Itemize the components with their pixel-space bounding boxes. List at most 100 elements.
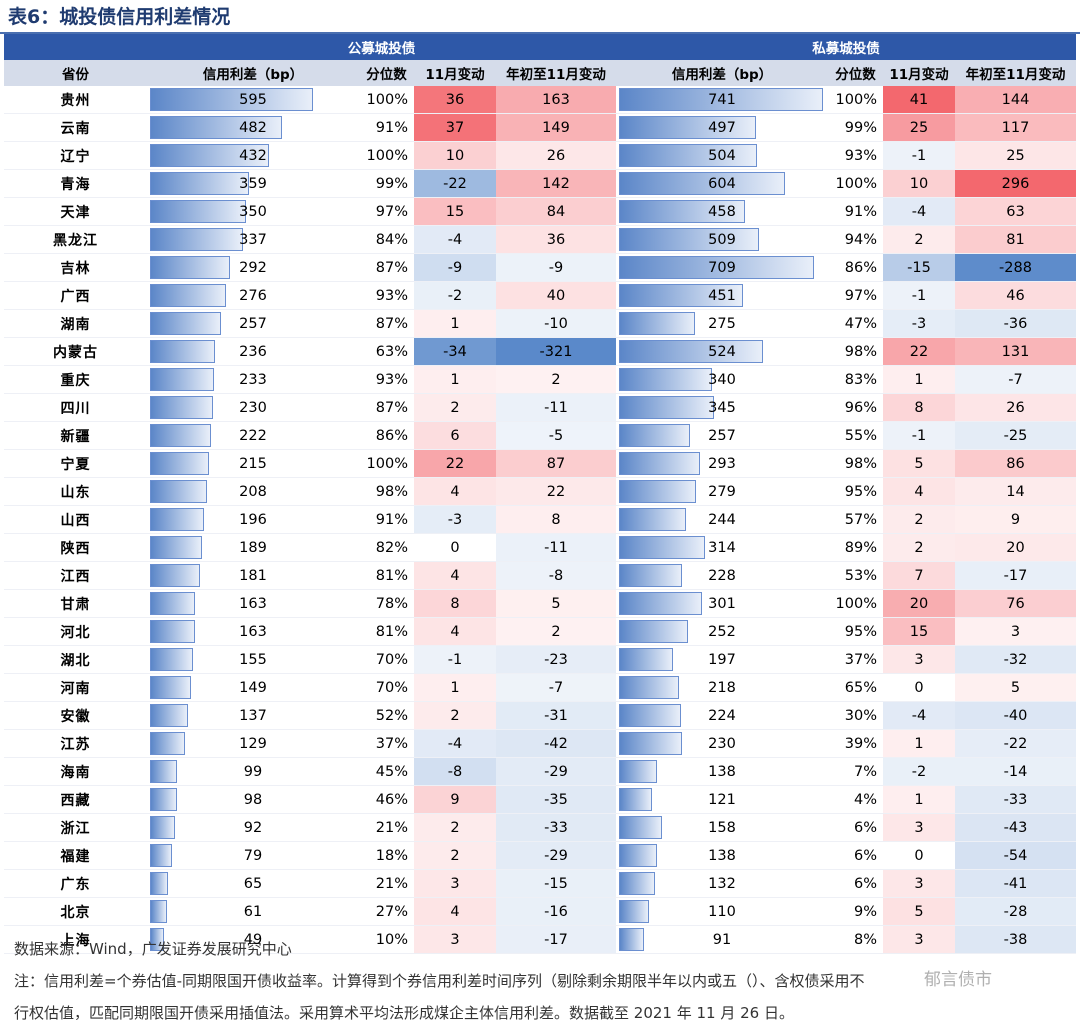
header-public-percentile: 分位数 bbox=[359, 60, 414, 86]
public-mchg-cell: 1 bbox=[414, 309, 496, 338]
private-spread-bar bbox=[619, 648, 674, 671]
private-ytd-cell: 131 bbox=[955, 337, 1076, 366]
private-spread-bar bbox=[619, 228, 759, 251]
province-cell: 北京 bbox=[4, 897, 147, 926]
private-ytd-cell: 46 bbox=[955, 281, 1076, 310]
table-row: 云南 482 91% 37 149 497 99% 25 117 bbox=[4, 113, 1076, 142]
private-spread-cell: 138 bbox=[616, 841, 828, 870]
public-spread-cell: 155 bbox=[147, 645, 359, 674]
private-ytd-cell: 26 bbox=[955, 393, 1076, 422]
public-spread-bar bbox=[150, 732, 186, 755]
province-cell: 贵州 bbox=[4, 86, 147, 114]
header-private-mchg: 11月变动 bbox=[883, 60, 955, 86]
public-spread-value: 222 bbox=[239, 427, 267, 444]
public-spread-value: 129 bbox=[239, 735, 267, 752]
public-spread-bar bbox=[150, 88, 314, 111]
public-ytd-cell: 5 bbox=[496, 589, 616, 618]
public-ytd-cell: -11 bbox=[496, 393, 616, 422]
public-spread-value: 257 bbox=[239, 315, 267, 332]
private-mchg-cell: 5 bbox=[883, 449, 955, 478]
private-spread-bar bbox=[619, 620, 689, 643]
private-spread-cell: 509 bbox=[616, 225, 828, 254]
public-spread-value: 233 bbox=[239, 371, 267, 388]
province-cell: 四川 bbox=[4, 393, 147, 422]
public-mchg-cell: 4 bbox=[414, 897, 496, 926]
public-mchg-cell: 2 bbox=[414, 813, 496, 842]
public-ytd-cell: -42 bbox=[496, 729, 616, 758]
private-percentile-cell: 93% bbox=[828, 141, 883, 170]
public-spread-bar bbox=[150, 900, 167, 923]
private-ytd-cell: -25 bbox=[955, 421, 1076, 450]
public-spread-cell: 359 bbox=[147, 169, 359, 198]
public-mchg-cell: 1 bbox=[414, 673, 496, 702]
private-percentile-cell: 99% bbox=[828, 113, 883, 142]
private-spread-bar bbox=[619, 732, 683, 755]
private-spread-bar bbox=[619, 536, 706, 559]
table-row: 安徽 137 52% 2 -31 224 30% -4 -40 bbox=[4, 701, 1076, 730]
public-percentile-cell: 82% bbox=[359, 533, 414, 562]
province-cell: 河北 bbox=[4, 617, 147, 646]
private-spread-value: 138 bbox=[708, 763, 736, 780]
public-spread-bar bbox=[150, 844, 172, 867]
private-spread-bar bbox=[619, 256, 814, 279]
public-spread-bar bbox=[150, 144, 269, 167]
public-spread-value: 350 bbox=[239, 203, 267, 220]
private-percentile-cell: 100% bbox=[828, 589, 883, 618]
private-spread-cell: 497 bbox=[616, 113, 828, 142]
province-cell: 海南 bbox=[4, 757, 147, 786]
private-spread-value: 197 bbox=[708, 651, 736, 668]
province-cell: 甘肃 bbox=[4, 589, 147, 618]
public-percentile-cell: 100% bbox=[359, 141, 414, 170]
private-ytd-cell: -41 bbox=[955, 869, 1076, 898]
private-spread-value: 314 bbox=[708, 539, 736, 556]
table-row: 天津 350 97% 15 84 458 91% -4 63 bbox=[4, 197, 1076, 226]
spread-table: 公募城投债 私募城投债 省份 信用利差（bp） 分位数 11月变动 年初至11月… bbox=[4, 34, 1076, 954]
public-ytd-cell: -321 bbox=[496, 337, 616, 366]
public-mchg-cell: 37 bbox=[414, 113, 496, 142]
public-spread-cell: 163 bbox=[147, 589, 359, 618]
public-spread-cell: 129 bbox=[147, 729, 359, 758]
private-spread-value: 451 bbox=[708, 287, 736, 304]
private-mchg-cell: 0 bbox=[883, 841, 955, 870]
header-public-ytd: 年初至11月变动 bbox=[496, 60, 616, 86]
public-ytd-cell: -10 bbox=[496, 309, 616, 338]
private-mchg-cell: 2 bbox=[883, 505, 955, 534]
private-spread-cell: 228 bbox=[616, 561, 828, 590]
public-ytd-cell: -15 bbox=[496, 869, 616, 898]
public-spread-value: 149 bbox=[239, 679, 267, 696]
province-cell: 广东 bbox=[4, 869, 147, 898]
private-ytd-cell: 14 bbox=[955, 477, 1076, 506]
public-spread-cell: 230 bbox=[147, 393, 359, 422]
private-mchg-cell: 41 bbox=[883, 86, 955, 114]
table-row: 江苏 129 37% -4 -42 230 39% 1 -22 bbox=[4, 729, 1076, 758]
public-spread-bar bbox=[150, 592, 195, 615]
public-percentile-cell: 91% bbox=[359, 113, 414, 142]
public-spread-cell: 98 bbox=[147, 785, 359, 814]
province-cell: 内蒙古 bbox=[4, 337, 147, 366]
private-spread-value: 230 bbox=[708, 735, 736, 752]
private-percentile-cell: 53% bbox=[828, 561, 883, 590]
header-province: 省份 bbox=[4, 60, 147, 86]
public-percentile-cell: 27% bbox=[359, 897, 414, 926]
private-ytd-cell: -32 bbox=[955, 645, 1076, 674]
private-spread-bar bbox=[619, 284, 743, 307]
public-mchg-cell: 3 bbox=[414, 869, 496, 898]
private-mchg-cell: 0 bbox=[883, 673, 955, 702]
public-spread-bar bbox=[150, 368, 214, 391]
province-cell: 福建 bbox=[4, 841, 147, 870]
public-spread-value: 337 bbox=[239, 231, 267, 248]
private-ytd-cell: -38 bbox=[955, 925, 1076, 954]
private-percentile-cell: 94% bbox=[828, 225, 883, 254]
public-mchg-cell: 15 bbox=[414, 197, 496, 226]
private-mchg-cell: -3 bbox=[883, 309, 955, 338]
public-spread-value: 595 bbox=[239, 91, 267, 108]
public-spread-value: 49 bbox=[243, 931, 263, 948]
table-row: 陕西 189 82% 0 -11 314 89% 2 20 bbox=[4, 533, 1076, 562]
private-mchg-cell: -1 bbox=[883, 141, 955, 170]
private-spread-cell: 604 bbox=[616, 169, 828, 198]
private-spread-value: 741 bbox=[708, 91, 736, 108]
private-spread-cell: 110 bbox=[616, 897, 828, 926]
table-row: 上海 49 10% 3 -17 91 8% 3 -38 bbox=[4, 925, 1076, 954]
public-mchg-cell: 4 bbox=[414, 477, 496, 506]
province-cell: 江苏 bbox=[4, 729, 147, 758]
